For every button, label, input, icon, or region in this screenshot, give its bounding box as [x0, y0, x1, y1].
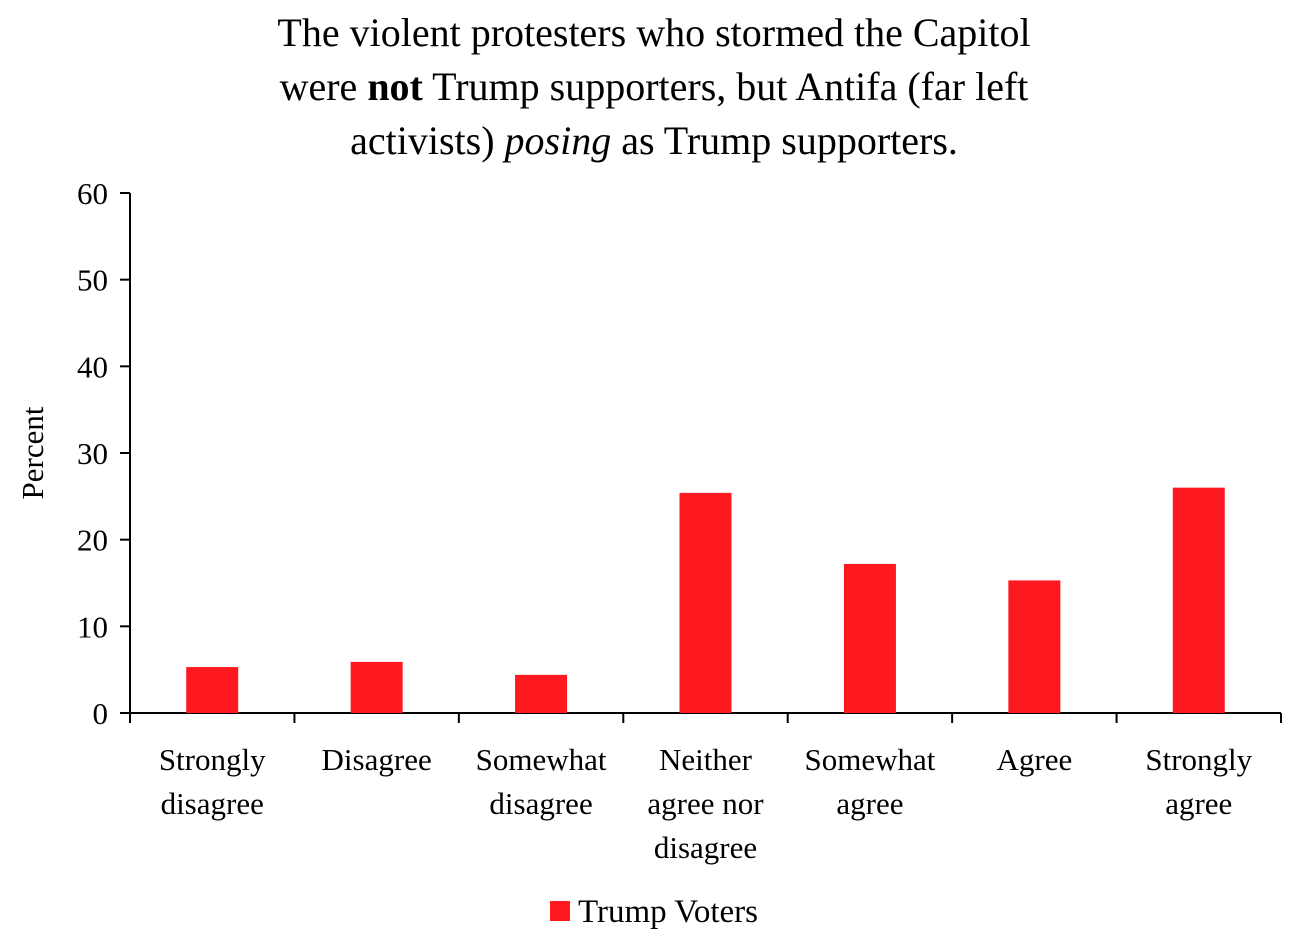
x-tick-label-line: agree nor: [647, 786, 764, 821]
y-tick-label: 60: [77, 176, 108, 211]
x-tick-label: Strongly disagree: [159, 742, 266, 821]
x-tick-label-line: Disagree: [322, 742, 432, 777]
chart-title: The violent protesters who stormed the C…: [0, 6, 1308, 168]
x-tick-label: Disagree: [322, 742, 432, 777]
title-italic-word: posing: [504, 118, 612, 163]
x-tick-label: Strongly agree: [1145, 742, 1252, 821]
bar: [1008, 580, 1061, 713]
legend: Trump Voters: [0, 892, 1308, 932]
y-tick-label: 50: [77, 263, 108, 298]
y-tick-label: 0: [93, 696, 109, 731]
y-tick-label: 20: [77, 523, 108, 558]
x-tick-label-line: Somewhat: [804, 742, 935, 777]
bar: [843, 563, 896, 713]
y-tick-label: 30: [77, 436, 108, 471]
x-tick-label-line: Strongly: [1145, 742, 1252, 777]
bar: [515, 674, 568, 713]
legend-swatch: [549, 901, 570, 922]
title-bold-word: not: [367, 64, 423, 109]
bar: [1172, 487, 1225, 713]
y-axis-label: Percent: [15, 406, 50, 499]
title-line-2: were not Trump supporters, but Antifa (f…: [279, 64, 1029, 109]
bar: [350, 661, 403, 713]
y-tick-label: 10: [77, 609, 108, 644]
x-tick-label-line: disagree: [161, 786, 264, 821]
x-tick-label-line: Somewhat: [476, 742, 607, 777]
legend-label: Trump Voters: [577, 894, 759, 930]
x-tick-label-line: Agree: [996, 742, 1072, 777]
x-tick-label-line: Neither: [659, 742, 753, 777]
x-tick-label-line: disagree: [654, 830, 757, 865]
title-line-3: activists) posing as Trump supporters.: [350, 118, 958, 163]
x-tick-label: Agree: [996, 742, 1072, 777]
x-tick-label-line: agree: [836, 786, 903, 821]
x-tick-label: Neither agree nor disagree: [647, 742, 764, 865]
bar: [186, 667, 239, 713]
x-tick-label: Somewhat disagree: [476, 742, 607, 821]
x-tick-label-line: Strongly: [159, 742, 266, 777]
x-tick-label: Somewhat agree: [804, 742, 935, 821]
title-line-1: The violent protesters who stormed the C…: [277, 10, 1031, 55]
x-tick-label-line: agree: [1165, 786, 1232, 821]
x-tick-label-line: disagree: [489, 786, 592, 821]
y-tick-label: 40: [77, 349, 108, 384]
bar: [679, 492, 732, 713]
